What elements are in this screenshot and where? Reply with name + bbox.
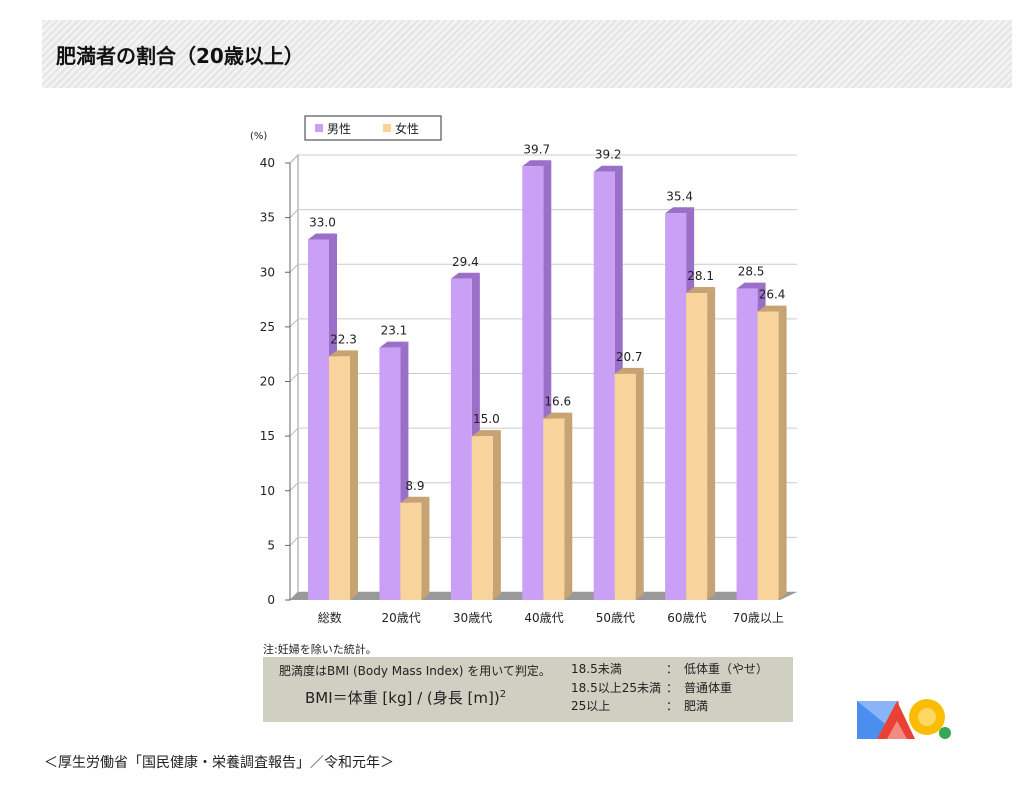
gridline-depth (289, 427, 299, 437)
y-tick-label: 30 (260, 265, 275, 279)
data-label: 33.0 (309, 215, 336, 229)
bar-top (379, 341, 409, 348)
x-tick-label: 60歳代 (667, 611, 706, 625)
bar-male (308, 239, 329, 600)
y-tick-label: 0 (267, 593, 275, 607)
bar-male (522, 166, 544, 600)
x-tick-label: 20歳代 (382, 611, 421, 625)
y-tick-label: 35 (260, 211, 275, 225)
data-label: 28.1 (687, 269, 714, 283)
y-tick-label: 10 (260, 484, 275, 498)
bar-side (778, 305, 787, 600)
bar-female (471, 436, 493, 600)
bar-chart: 0 5 10 15 20 25 30 35 40 (%) 33.0 22.3 総数 23.1 8.9 20歳代… (250, 115, 797, 625)
data-label: 29.4 (452, 255, 479, 269)
x-tick-label: 70歳以上 (733, 611, 784, 625)
bmi-range: 18.5未満 (571, 662, 622, 676)
bmi-formula: BMI＝体重 [kg] / (身長 [m])2 (305, 687, 506, 708)
x-tick-label: 総数 (318, 610, 342, 625)
gridline-depth (289, 318, 299, 328)
bar-top (736, 282, 766, 289)
bmi-row: 25以上 ： 肥満 (571, 697, 708, 714)
bar-top (308, 233, 337, 240)
bar-side (421, 496, 430, 600)
y-tick-label: 5 (267, 538, 275, 552)
bar-top (450, 272, 480, 279)
title-bar: 肥満者の割合（20歳以上） (42, 20, 1012, 88)
bar-male (665, 213, 687, 600)
y-tick-label: 15 (260, 429, 275, 443)
data-label: 20.7 (616, 350, 643, 364)
y-tick-label: 40 (260, 156, 275, 170)
data-label: 8.9 (405, 479, 424, 493)
bar-male (379, 347, 401, 600)
bar-side (564, 412, 573, 600)
bmi-category: ： 普通体重 (666, 681, 733, 695)
bmi-description: 肥満度はBMI (Body Mass Index) を用いて判定。 (279, 664, 551, 678)
y-tick-label: 25 (260, 320, 275, 334)
gridline-depth (289, 209, 299, 218)
bar-female (400, 502, 422, 600)
bar-side (635, 367, 644, 600)
data-label: 16.6 (544, 395, 571, 409)
bar-side (707, 287, 716, 600)
bmi-row: 18.5以上25未満 ： 普通体重 (571, 679, 732, 696)
bar-female (686, 293, 708, 600)
bar-top (400, 496, 430, 503)
bar-top (543, 412, 573, 419)
bar-top (757, 305, 787, 312)
bmi-category: ： 肥満 (666, 699, 709, 713)
legend-label: 女性 (395, 121, 419, 136)
bar-top (329, 350, 358, 357)
bar-female (543, 418, 565, 600)
bmi-row: 18.5未満 ： 低体重（やせ） (571, 660, 768, 677)
bmi-info-box: 肥満度はBMI (Body Mass Index) を用いて判定。 BMI＝体重… (263, 657, 793, 722)
bar-male (736, 288, 758, 600)
bar-top (665, 207, 695, 214)
bar-top (593, 165, 623, 172)
chart-note: 注:妊婦を除いた統計。 (263, 643, 377, 656)
bmi-category: ： 低体重（やせ） (666, 662, 769, 676)
legend-swatch (315, 124, 323, 132)
legend-label: 男性 (327, 122, 351, 136)
source-citation: ＜厚生労働省「国民健康・栄養調査報告」／令和元年＞ (44, 755, 394, 771)
bar-male (593, 171, 615, 601)
bar-top (614, 367, 644, 374)
bar-male (450, 278, 472, 600)
legend-swatch (383, 124, 391, 132)
data-label: 15.0 (473, 412, 500, 426)
data-label: 39.7 (523, 142, 550, 156)
data-label: 28.5 (738, 265, 765, 279)
gridline-depth (289, 373, 299, 382)
gridline-depth (289, 263, 299, 273)
data-label: 39.2 (595, 148, 622, 162)
bar-top (471, 430, 501, 437)
bmi-range: 25以上 (571, 699, 611, 713)
data-label: 22.3 (330, 332, 357, 346)
y-tick-label: 20 (260, 375, 275, 389)
bar-female (614, 373, 636, 600)
bar-top (522, 160, 552, 167)
bmi-formula-text: BMI＝体重 [kg] / (身長 [m]) (305, 689, 500, 707)
page-title: 肥満者の割合（20歳以上） (56, 44, 304, 68)
bar-top (686, 287, 716, 294)
site-logo (857, 699, 951, 739)
bar-female (329, 356, 350, 600)
bar-side (350, 350, 358, 600)
legend-box (304, 115, 442, 141)
data-label: 23.1 (381, 324, 408, 338)
x-tick-label: 40歳代 (524, 611, 563, 625)
gridline-depth (289, 537, 299, 546)
gridline-depth (289, 482, 299, 492)
data-label: 26.4 (759, 288, 786, 302)
bar-side (492, 430, 501, 600)
bar-female (757, 311, 779, 600)
y-axis-unit: (%) (250, 131, 267, 142)
gridline-depth (289, 154, 299, 164)
x-tick-label: 50歳代 (596, 611, 635, 625)
bmi-range: 18.5以上25未満 (571, 681, 661, 695)
data-label: 35.4 (666, 189, 693, 203)
bmi-formula-exponent: 2 (499, 689, 507, 700)
x-tick-label: 30歳代 (453, 611, 492, 625)
